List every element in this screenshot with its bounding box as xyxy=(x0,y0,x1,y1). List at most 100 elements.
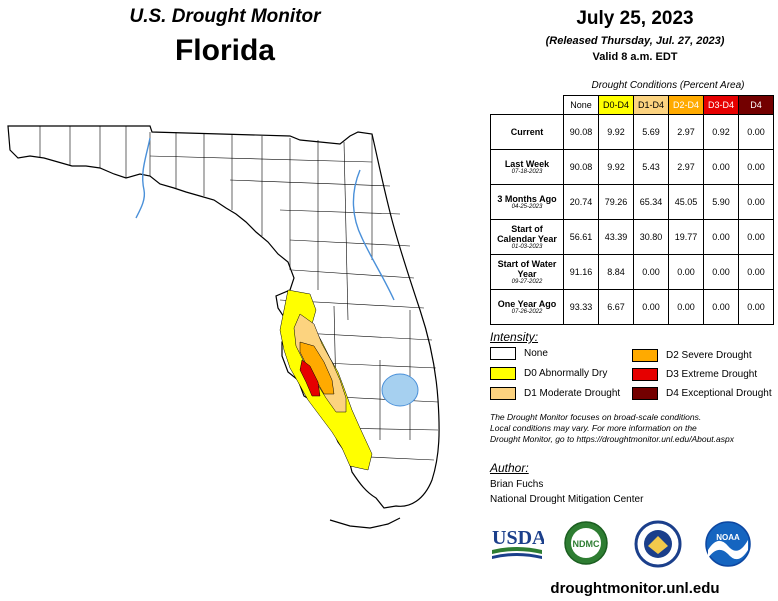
usda-logo-text: USDA xyxy=(492,527,544,549)
col-d0-d4: D0-D4 xyxy=(598,95,634,115)
table-row: Start of Water Year 09-27-2022 91.16 8.84 0.… xyxy=(490,254,774,290)
table-cell: 0.00 xyxy=(703,289,739,325)
col-d1-d4: D1-D4 xyxy=(633,95,669,115)
legend-d0: D0 Abnormally Dry xyxy=(490,367,607,380)
d3-area xyxy=(299,359,321,397)
legend-label-d2: D2 Severe Drought xyxy=(666,350,752,361)
row-label-date: 07-18-2023 xyxy=(511,168,543,175)
legend-swatch-d2 xyxy=(632,349,658,362)
row-label: Start of Water Year 09-27-2022 xyxy=(490,254,564,290)
author-title: Author: xyxy=(490,461,529,475)
table-cell: 0.00 xyxy=(738,219,774,255)
table-cell: 2.97 xyxy=(668,149,704,185)
author-org: National Drought Mitigation Center xyxy=(490,494,644,505)
usda-logo: USDA xyxy=(492,527,544,559)
table-cell: 0.00 xyxy=(738,254,774,290)
table-cell: 9.92 xyxy=(598,114,634,150)
map-date: July 25, 2023 xyxy=(576,8,694,29)
table-cell: 91.16 xyxy=(563,254,599,290)
noaa-logo-text: NOAA xyxy=(716,533,740,542)
row-label-text: Start of Calendar Year xyxy=(497,223,557,244)
st-johns-river xyxy=(352,169,395,301)
row-label-date: 09-27-2022 xyxy=(511,278,543,285)
table-cell: 6.67 xyxy=(598,289,634,325)
table-cell: 43.39 xyxy=(598,219,634,255)
legend-label-d0: D0 Abnormally Dry xyxy=(524,368,608,379)
ndmc-logo-text: NDMC xyxy=(573,539,600,549)
table-row: One Year Ago 07-26-2022 93.33 6.67 0.00 0.00 0… xyxy=(490,289,774,325)
table-cell: 0.00 xyxy=(738,184,774,220)
table-cell: 30.80 xyxy=(633,219,669,255)
table-cell: 0.00 xyxy=(738,114,774,150)
table-row: 3 Months Ago 04-25-2023 20.74 79.26 65.34 45.… xyxy=(490,184,774,220)
table-cell: 90.08 xyxy=(563,149,599,185)
note-line-1: The Drought Monitor focuses on broad-sca… xyxy=(490,412,702,422)
row-label-date: 07-26-2022 xyxy=(511,308,543,315)
legend-swatch-d1 xyxy=(490,387,516,400)
table-cell: 93.33 xyxy=(563,289,599,325)
table-corner xyxy=(491,96,564,115)
table-row: Last Week 07-18-2023 90.08 9.92 5.43 2.97 0.00… xyxy=(490,149,774,185)
table-row: Current 90.08 9.92 5.69 2.97 0.92 0.00 xyxy=(490,114,774,150)
legend-label-d4: D4 Exceptional Drought xyxy=(666,388,772,399)
table-cell: 45.05 xyxy=(668,184,704,220)
col-d2-d4: D2-D4 xyxy=(668,95,704,115)
florida-keys xyxy=(329,517,401,529)
col-d4: D4 xyxy=(738,95,774,115)
table-cell: 0.00 xyxy=(703,219,739,255)
table-cell: 56.61 xyxy=(563,219,599,255)
drought-conditions-table: None D0-D4 D1-D4 D2-D4 D3-D4 D4 Current 9… xyxy=(490,95,774,325)
table-cell: 5.90 xyxy=(703,184,739,220)
legend-swatch-d0 xyxy=(490,367,516,380)
table-cell: 0.00 xyxy=(703,149,739,185)
legend-d2: D2 Severe Drought xyxy=(632,349,752,362)
col-none: None xyxy=(563,95,599,115)
legend-none: None xyxy=(490,347,548,360)
table-cell: 0.00 xyxy=(633,254,669,290)
table-cell: 90.08 xyxy=(563,114,599,150)
col-d3-d4: D3-D4 xyxy=(703,95,739,115)
table-cell: 0.00 xyxy=(738,149,774,185)
row-label-text: Current xyxy=(510,127,544,137)
table-cell: 19.77 xyxy=(668,219,704,255)
row-label-text: Last Week xyxy=(504,158,550,169)
legend-d1: D1 Moderate Drought xyxy=(490,387,620,400)
footer-url[interactable]: droughtmonitor.unl.edu xyxy=(550,580,720,597)
legend-d3: D3 Extreme Drought xyxy=(632,368,757,381)
lake-okeechobee xyxy=(381,373,419,407)
row-label: Last Week 07-18-2023 xyxy=(490,149,564,185)
row-label: Current xyxy=(490,114,564,150)
table-row: Start of Calendar Year 01-03-2023 56.61 43.… xyxy=(490,219,774,255)
intensity-title: Intensity: xyxy=(490,330,539,344)
ndmc-logo: NDMC xyxy=(564,521,608,565)
table-cell: 5.43 xyxy=(633,149,669,185)
author-name: Brian Fuchs xyxy=(490,479,544,490)
drought-monitor-note: The Drought Monitor focuses on broad-sca… xyxy=(490,412,770,445)
map-title: U.S. Drought Monitor xyxy=(129,6,321,27)
row-label-date: 01-03-2023 xyxy=(511,243,543,250)
table-cell: 2.97 xyxy=(668,114,704,150)
table-cell: 20.74 xyxy=(563,184,599,220)
table-cell: 8.84 xyxy=(598,254,634,290)
valid-time: Valid 8 a.m. EDT xyxy=(592,51,678,63)
table-cell: 0.00 xyxy=(738,289,774,325)
apalachicola-river xyxy=(135,137,151,219)
state-name: Florida xyxy=(174,34,275,67)
legend-swatch-d3 xyxy=(632,368,658,381)
table-cell: 0.92 xyxy=(703,114,739,150)
note-line-2: Local conditions may vary. For more info… xyxy=(490,423,697,433)
legend-label-none: None xyxy=(524,348,548,359)
table-caption: Drought Conditions (Percent Area) xyxy=(591,80,745,91)
row-label-date: 04-25-2023 xyxy=(511,203,543,210)
legend-swatch-d4 xyxy=(632,387,658,400)
legend-label-d3: D3 Extreme Drought xyxy=(666,369,758,380)
released-date: (Released Thursday, Jul. 27, 2023) xyxy=(545,35,725,47)
row-label-text: One Year Ago xyxy=(497,298,557,309)
table-cell: 0.00 xyxy=(633,289,669,325)
legend-swatch-none xyxy=(490,347,516,360)
note-line-3: Drought Monitor, go to https://droughtmo… xyxy=(490,434,734,444)
florida-drought-map xyxy=(7,125,440,529)
noaa-logo: NOAA xyxy=(705,521,751,567)
table-cell: 79.26 xyxy=(598,184,634,220)
table-cell: 0.00 xyxy=(668,254,704,290)
